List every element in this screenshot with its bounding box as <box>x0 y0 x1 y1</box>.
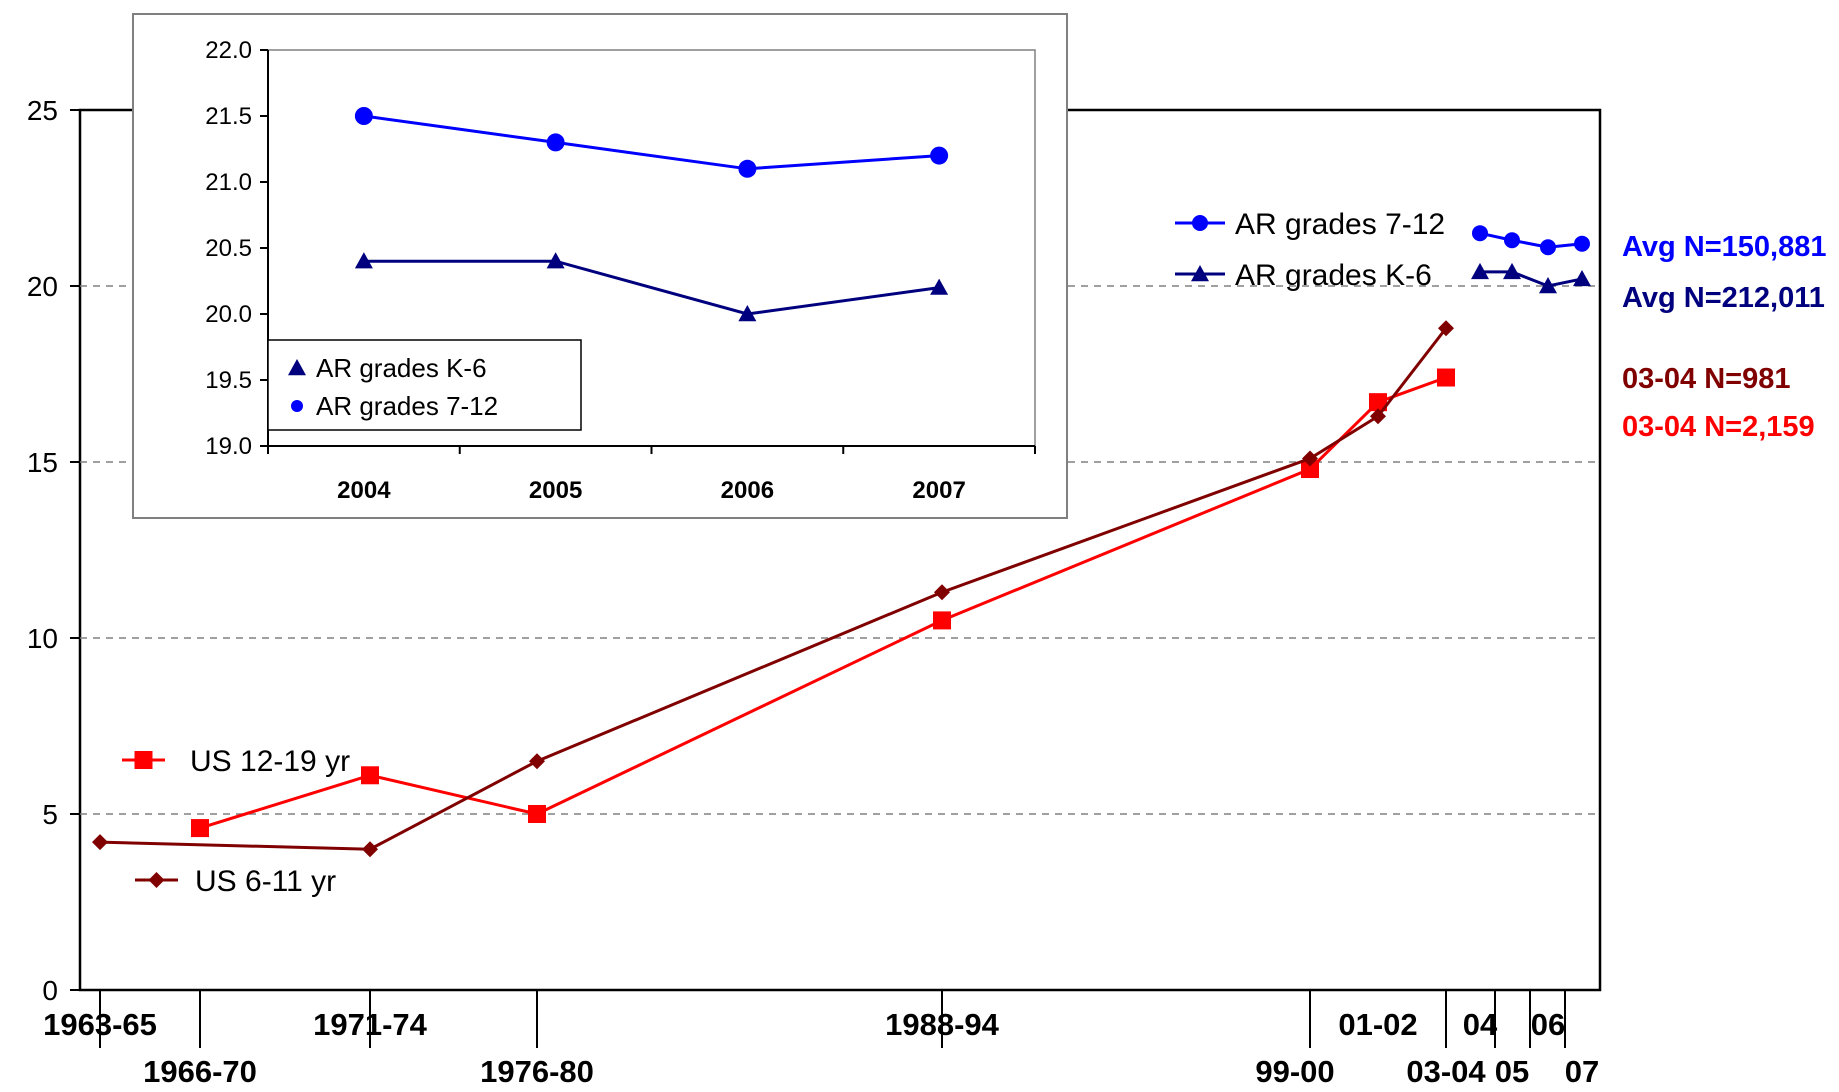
main-annotation: 03-04 N=2,159 <box>1622 411 1815 443</box>
inset-x-tick-label: 2007 <box>912 477 965 504</box>
main-y-tick-label: 5 <box>42 799 58 830</box>
main-y-tick-label: 10 <box>27 623 58 654</box>
main-data-point <box>1504 232 1520 249</box>
main-x-tick-label: 1976-80 <box>480 1054 594 1089</box>
main-x-tick-label: 99-00 <box>1255 1054 1334 1089</box>
main-x-tick-label: 03-04 <box>1406 1054 1486 1089</box>
main-legend-label: US 6-11 yr <box>195 865 336 898</box>
inset-legend-marker <box>288 359 306 376</box>
main-data-point <box>1438 320 1454 337</box>
inset-data-point <box>930 278 949 295</box>
inset-y-tick-label: 21.5 <box>205 103 252 130</box>
main-data-point <box>1302 450 1318 467</box>
main-x-tick-label: 04 <box>1463 1007 1498 1042</box>
main-legend-label: US 12-19 yr <box>190 745 350 778</box>
main-legend-marker <box>1191 265 1209 282</box>
inset-series <box>354 107 949 322</box>
main-annotation: Avg N=212,011 <box>1622 282 1825 314</box>
inset-legend-label: AR grades K-6 <box>316 353 487 383</box>
main-data-point <box>362 841 378 858</box>
main-x-tick-label: 06 <box>1531 1007 1565 1042</box>
inset-y-tick-label: 20.5 <box>205 235 252 262</box>
main-x-tick-label: 1963-65 <box>43 1007 157 1042</box>
main-x-tick-label: 1971-74 <box>313 1007 428 1042</box>
main-y-tick-label: 15 <box>27 447 58 478</box>
inset-data-point <box>738 305 757 322</box>
main-y-tick-label: 25 <box>27 95 58 126</box>
main-x-tick-label: 05 <box>1495 1054 1529 1089</box>
inset-y-tick-label: 19.5 <box>205 367 252 394</box>
inset-y-tick-label: 19.0 <box>205 433 252 460</box>
inset-x-tick-label: 2006 <box>721 477 774 504</box>
main-y-axis: 0 5 10 15 20 25 <box>27 95 80 1006</box>
main-legend-label: AR grades 7-12 <box>1235 208 1445 241</box>
main-annotations: Avg N=150,881 Avg N=212,011 03-04 N=981 03-… <box>1622 231 1826 443</box>
main-y-tick-label: 0 <box>42 975 58 1006</box>
main-data-point <box>1437 368 1455 387</box>
main-data-point <box>92 834 108 851</box>
main-data-point <box>1540 239 1556 256</box>
main-data-point <box>933 611 951 630</box>
main-y-tick-label: 20 <box>27 271 58 302</box>
inset-x-tick-label: 2005 <box>529 477 582 504</box>
inset-y-tick-label: 21.0 <box>205 169 252 196</box>
inset-data-point <box>546 133 565 152</box>
main-legend-label: AR grades K-6 <box>1235 259 1432 292</box>
main-data-point <box>1573 269 1591 287</box>
inset-data-point <box>738 159 757 178</box>
main-x-tick-label: 07 <box>1565 1054 1599 1089</box>
main-series-line <box>1479 231 1583 249</box>
main-data-point <box>191 819 209 838</box>
main-data-point <box>1370 408 1386 425</box>
inset-data-point <box>930 146 949 165</box>
main-series-line <box>1480 270 1583 288</box>
main-data-point <box>529 753 545 770</box>
inset-series-line <box>363 114 940 171</box>
main-data-point <box>528 805 546 823</box>
main-x-tick-label: 1988-94 <box>885 1007 1000 1042</box>
main-x-tick-label: 01-02 <box>1338 1007 1417 1042</box>
inset-axes: 19.0 19.5 20.0 20.5 21.0 21.5 22.0 2004 2005 2006… <box>205 37 1036 504</box>
inset-legend-box <box>267 339 582 431</box>
inset-data-point <box>354 107 373 125</box>
main-data-point <box>1539 277 1557 294</box>
inset-legend: AR grades K-6 AR grades 7-12 <box>267 339 582 431</box>
inset-y-tick-label: 20.0 <box>205 301 252 328</box>
main-annotation: 03-04 N=981 <box>1622 363 1791 395</box>
inset-legend-marker <box>291 400 303 412</box>
inset-data-point <box>546 252 565 269</box>
inset-x-tick-label: 2004 <box>337 477 391 504</box>
inset-legend-label: AR grades 7-12 <box>316 391 498 421</box>
main-legend-marker <box>1192 215 1208 231</box>
main-data-point <box>1369 393 1387 412</box>
inset-series-line <box>363 259 940 316</box>
main-data-point <box>1301 460 1319 479</box>
main-series <box>92 225 1591 858</box>
main-legend-marker <box>148 872 165 888</box>
main-annotation: Avg N=150,881 <box>1622 231 1826 263</box>
main-data-point <box>1503 262 1521 280</box>
inset-chart: 19.0 19.5 20.0 20.5 21.0 21.5 22.0 2004 2005 2006… <box>132 13 1068 519</box>
main-x-axis: 1963-65 1971-74 1988-94 01-02 04 06 1966-70 197… <box>43 990 1599 1089</box>
main-data-point <box>361 766 379 785</box>
main-data-point <box>1574 235 1590 252</box>
main-legend-marker <box>134 751 153 769</box>
main-x-tick-label: 1966-70 <box>143 1054 257 1089</box>
main-data-point <box>1472 225 1488 242</box>
inset-y-tick-label: 22.0 <box>205 37 252 64</box>
main-data-point <box>934 584 950 601</box>
inset-data-point <box>354 252 373 269</box>
main-data-point <box>1471 262 1489 280</box>
